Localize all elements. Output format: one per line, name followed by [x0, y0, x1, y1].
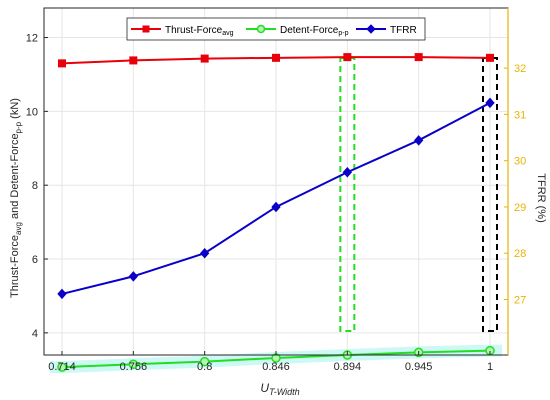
legend: Thrust-Forceavg Detent-Forcep-p TFRR — [126, 17, 426, 41]
y-right-tick-label: 28 — [514, 248, 526, 260]
highlight-boxes — [339, 57, 498, 332]
x-tick-label: 0.756 — [120, 361, 148, 373]
x-tick-label: 0.714 — [48, 361, 76, 373]
y-ticks-right: 27 28 29 30 31 32 — [504, 8, 526, 355]
y-right-tick-label: 27 — [514, 294, 526, 306]
y-left-tick-label: 10 — [26, 106, 38, 118]
legend-thrust-main: Thrust-Force — [165, 25, 223, 36]
thrust-point — [200, 54, 209, 63]
grid-lines — [44, 8, 508, 355]
legend-thrust-sub: avg — [222, 30, 233, 37]
x-axis-label-main: U — [260, 381, 269, 395]
x-tick-label: 1 — [487, 361, 493, 373]
highlight-box — [339, 57, 356, 332]
legend-marker-detent — [256, 24, 266, 34]
legend-detent-sub: p-p — [338, 30, 348, 37]
y-label-part-3: (kN) — [9, 98, 21, 122]
y-label-sub-2: p-p — [14, 121, 23, 133]
legend-label-thrust: Thrust-Forceavg — [165, 25, 234, 37]
tfrr-point — [128, 271, 139, 282]
tfrr-point — [57, 288, 67, 300]
y-label-sub-1: avg — [14, 222, 23, 235]
x-tick-label: 0.8 — [197, 361, 212, 373]
thrust-point — [272, 53, 280, 62]
y-left-tick-label: 12 — [26, 33, 38, 45]
detent-point — [57, 362, 67, 372]
y-axis-label-right: TFRR (%) — [535, 173, 547, 223]
x-ticks: 0.714 0.756 0.8 0.846 0.894 0.945 1 — [48, 351, 493, 373]
y-right-tick-label: 31 — [514, 109, 526, 121]
legend-label-tfrr: TFRR — [390, 25, 417, 36]
y-right-tick-label: 32 — [514, 63, 526, 75]
x-axis-label-sub: T-Width — [269, 387, 300, 397]
x-axis-label: UT-Width — [260, 381, 299, 397]
y-label-part-1: Thrust-Force — [9, 235, 21, 298]
thrust-point — [58, 59, 66, 68]
tfrr-point — [413, 135, 424, 146]
tfrr-point — [342, 166, 353, 178]
y-label-part-2: and Detent-Force — [9, 133, 21, 222]
legend-label-detent: Detent-Forcep-p — [280, 25, 349, 37]
thrust-point — [343, 53, 352, 62]
thrust-point — [486, 53, 494, 62]
y-axis-label-left: Thrust-Forceavg and Detent-Forcep-p (kN) — [9, 98, 23, 298]
thrust-point — [414, 53, 423, 62]
tfrr-point — [271, 201, 281, 213]
y-left-tick-label: 4 — [32, 328, 38, 340]
legend-marker-thrust — [142, 25, 150, 33]
x-tick-label: 0.846 — [262, 361, 290, 373]
x-tick-label: 0.894 — [334, 361, 362, 373]
x-tick-label: 0.945 — [405, 361, 433, 373]
y-left-tick-label: 6 — [32, 254, 38, 266]
detent-point — [128, 359, 139, 369]
y-left-tick-label: 8 — [32, 180, 38, 192]
legend-detent-main: Detent-Force — [280, 25, 339, 36]
y-right-tick-label: 29 — [514, 202, 526, 214]
detent-point — [199, 356, 210, 367]
tfrr-point — [199, 247, 210, 259]
legend-marker-tfrr — [366, 24, 376, 34]
y-right-tick-label: 30 — [514, 156, 526, 168]
thrust-point — [129, 56, 138, 65]
tfrr-point — [485, 97, 495, 109]
series-layer — [57, 53, 495, 372]
y-ticks-left: 4 6 8 10 12 — [26, 33, 48, 340]
highlight-box — [482, 57, 498, 332]
